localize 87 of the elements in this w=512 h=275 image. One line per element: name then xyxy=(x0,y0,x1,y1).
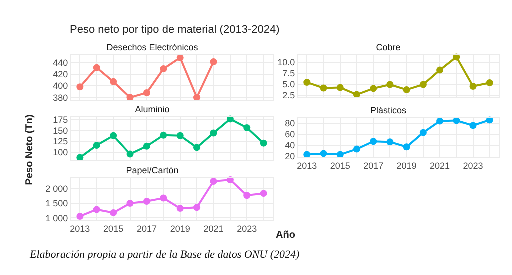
point xyxy=(370,138,378,146)
point xyxy=(403,86,410,94)
point xyxy=(110,78,118,86)
chart-title: Papel/Cartón xyxy=(126,165,179,176)
point xyxy=(210,178,218,186)
y-tick-label: 1 000 xyxy=(46,213,68,224)
point xyxy=(126,200,134,208)
point xyxy=(244,192,251,200)
point xyxy=(93,142,100,150)
point xyxy=(76,212,84,220)
point xyxy=(403,144,410,151)
y-tick-label: 2.5 xyxy=(282,90,296,100)
point xyxy=(126,150,134,158)
point xyxy=(244,124,251,132)
point xyxy=(370,85,378,92)
y-tick-label: 420 xyxy=(53,69,68,80)
point xyxy=(110,209,118,216)
point xyxy=(160,132,168,139)
x-tick-label: 2021 xyxy=(430,160,450,171)
point xyxy=(420,129,427,136)
y-tick-label: 150 xyxy=(53,126,68,136)
y-tick-label: 175 xyxy=(53,114,68,125)
point xyxy=(176,132,184,140)
text: Peso Neto (Tn) xyxy=(24,114,36,186)
chart-title: Desechos Electrónicos xyxy=(106,42,199,52)
x-tick-label: 2019 xyxy=(396,160,417,171)
chart-title: Plásticos xyxy=(370,105,408,116)
point xyxy=(143,89,150,96)
x-tick-label: 2013 xyxy=(70,224,90,234)
point xyxy=(160,194,168,202)
text: Elaboración propia a partir de la Base de datos ONU (2024) xyxy=(30,249,300,261)
x-tick-label: 2013 xyxy=(297,160,318,171)
point xyxy=(110,132,118,140)
point xyxy=(470,83,477,90)
point xyxy=(93,206,100,214)
point xyxy=(260,140,268,147)
x-tick-label: 2021 xyxy=(204,224,224,234)
x-tick-label: 2015 xyxy=(330,160,350,171)
text: Año xyxy=(276,230,296,241)
x-tick-label: 2017 xyxy=(136,224,157,234)
y-tick-label: 1 500 xyxy=(46,198,68,209)
x-tick-label: 2019 xyxy=(170,224,190,234)
point xyxy=(304,79,311,86)
y-tick-label: 100 xyxy=(53,148,68,158)
x-tick-label: 2017 xyxy=(364,160,384,171)
point xyxy=(93,64,100,72)
chart-title: Cobre xyxy=(376,42,401,52)
point xyxy=(386,138,394,146)
point xyxy=(76,84,84,91)
y-tick-label: 2 000 xyxy=(46,184,68,194)
point xyxy=(453,117,460,124)
point xyxy=(386,81,394,88)
point xyxy=(353,146,360,153)
point xyxy=(420,81,427,88)
point xyxy=(260,190,268,198)
point xyxy=(470,122,477,130)
x-tick-label: 2015 xyxy=(104,224,124,234)
point xyxy=(486,80,494,86)
y-tick-label: 40 xyxy=(285,140,296,151)
y-tick-label: 440 xyxy=(53,58,68,68)
chart-title: Aluminio xyxy=(135,104,170,114)
point xyxy=(176,205,184,212)
y-tick-label: 5.0 xyxy=(282,79,296,90)
y-tick-label: 125 xyxy=(53,136,68,147)
point xyxy=(436,118,444,125)
x-tick-label: 2023 xyxy=(237,224,258,234)
point xyxy=(336,84,344,92)
point xyxy=(194,144,201,152)
point xyxy=(320,150,328,158)
point xyxy=(210,130,218,137)
y-tick-label: 400 xyxy=(53,81,68,92)
y-tick-label: 10.0 xyxy=(278,58,296,68)
y-tick-label: 380 xyxy=(53,92,68,103)
point xyxy=(143,142,150,150)
point xyxy=(194,204,201,212)
point xyxy=(320,84,328,92)
y-tick-label: 80 xyxy=(285,118,296,129)
point xyxy=(176,54,184,62)
point xyxy=(160,66,168,73)
x-tick-label: 2023 xyxy=(463,160,484,171)
y-tick-label: 20 xyxy=(285,152,296,162)
text: Peso neto por tipo de material (2013-2024) xyxy=(70,24,280,36)
point xyxy=(436,66,444,74)
point xyxy=(143,198,150,205)
y-tick-label: 7.5 xyxy=(282,68,296,79)
y-tick-label: 60 xyxy=(285,130,296,140)
point xyxy=(210,58,218,66)
